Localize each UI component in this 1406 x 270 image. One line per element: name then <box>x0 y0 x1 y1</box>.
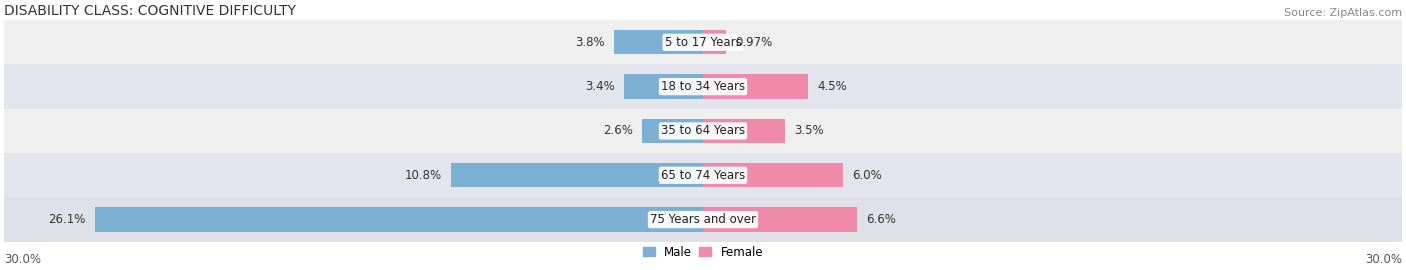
Text: 5 to 17 Years: 5 to 17 Years <box>665 36 741 49</box>
Bar <box>703 30 725 55</box>
Bar <box>4 65 1402 109</box>
Text: 10.8%: 10.8% <box>405 169 441 182</box>
Text: DISABILITY CLASS: COGNITIVE DIFFICULTY: DISABILITY CLASS: COGNITIVE DIFFICULTY <box>4 4 297 18</box>
Bar <box>451 163 703 187</box>
Text: Source: ZipAtlas.com: Source: ZipAtlas.com <box>1284 8 1402 18</box>
Text: 30.0%: 30.0% <box>1365 253 1402 266</box>
Text: 3.8%: 3.8% <box>575 36 605 49</box>
Text: 6.6%: 6.6% <box>866 213 896 226</box>
Bar <box>703 163 842 187</box>
Bar <box>643 119 703 143</box>
Text: 18 to 34 Years: 18 to 34 Years <box>661 80 745 93</box>
Text: 65 to 74 Years: 65 to 74 Years <box>661 169 745 182</box>
Text: 30.0%: 30.0% <box>4 253 41 266</box>
Text: 6.0%: 6.0% <box>852 169 882 182</box>
Text: 2.6%: 2.6% <box>603 124 633 137</box>
Bar <box>4 109 1402 153</box>
Bar <box>703 75 808 99</box>
Bar <box>703 207 856 232</box>
Text: 26.1%: 26.1% <box>48 213 86 226</box>
Legend: Male, Female: Male, Female <box>643 245 763 259</box>
Bar <box>4 20 1402 65</box>
Text: 35 to 64 Years: 35 to 64 Years <box>661 124 745 137</box>
Bar <box>4 153 1402 197</box>
Bar <box>614 30 703 55</box>
Bar <box>96 207 703 232</box>
Text: 75 Years and over: 75 Years and over <box>650 213 756 226</box>
Bar <box>4 197 1402 242</box>
Bar <box>703 119 785 143</box>
Text: 4.5%: 4.5% <box>817 80 846 93</box>
Text: 3.4%: 3.4% <box>585 80 614 93</box>
Text: 3.5%: 3.5% <box>794 124 824 137</box>
Bar <box>624 75 703 99</box>
Text: 0.97%: 0.97% <box>735 36 772 49</box>
